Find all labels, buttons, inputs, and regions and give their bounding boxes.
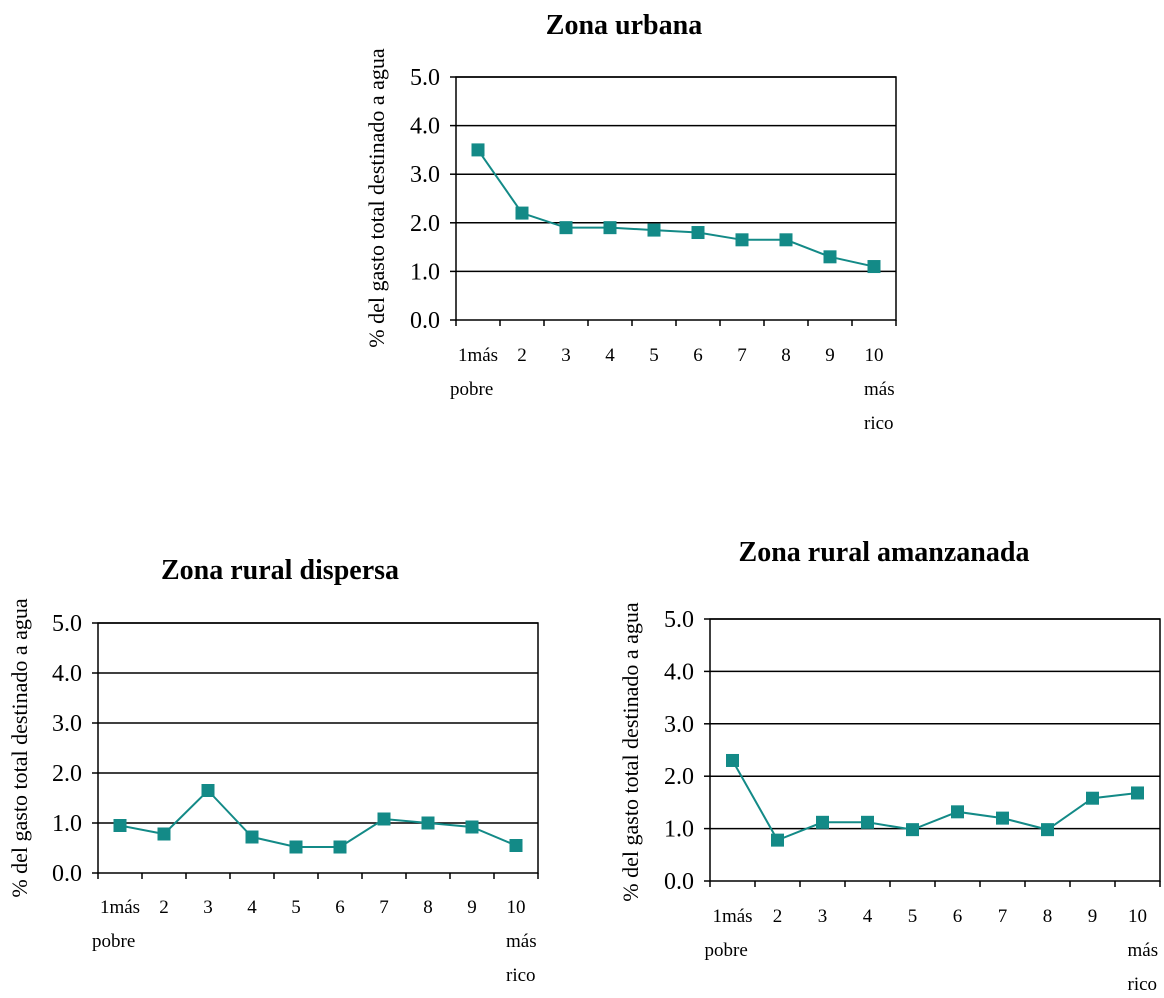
x-tick-label: 2 (773, 906, 783, 927)
plot-area (455, 76, 897, 321)
data-point (691, 226, 705, 240)
data-point (906, 823, 919, 837)
data-point (861, 815, 874, 829)
x-tick-label: 4 (247, 897, 257, 918)
y-tick-label: 3.0 (52, 711, 82, 737)
y-tick-label: 5.0 (410, 65, 440, 91)
y-tick-label: 1.0 (664, 817, 694, 843)
data-point (996, 811, 1009, 825)
y-tick-label: 5.0 (52, 611, 82, 637)
data-point (113, 819, 127, 832)
data-point (1086, 791, 1099, 805)
data-point (515, 206, 529, 220)
data-point (816, 815, 829, 829)
y-tick-label: 5.0 (664, 607, 694, 633)
data-point (157, 827, 171, 841)
x-tick-label: 3 (561, 345, 571, 366)
data-point (559, 221, 573, 235)
y-tick-label: 0.0 (52, 861, 82, 887)
x-tick-label: 4 (863, 906, 873, 927)
data-point (333, 840, 347, 854)
y-tick-label: 4.0 (664, 659, 694, 685)
x-tick-label: 2 (517, 345, 527, 366)
x-tick-label: 8 (1043, 906, 1053, 927)
x-tick-label: 6 (953, 906, 963, 927)
data-point (1041, 823, 1054, 837)
data-point (421, 816, 435, 830)
x-tick-label: 10 más rico (864, 345, 895, 434)
x-tick-label: 8 (781, 345, 791, 366)
x-tick-label: 10 más rico (506, 897, 537, 986)
y-tick-label: 3.0 (410, 162, 440, 188)
x-tick-label: 5 (291, 897, 301, 918)
chart-dispersa: Zona rural dispersa % del gasto total des… (7, 555, 539, 986)
chart-title: Zona rural amanzanada (739, 537, 1030, 568)
x-tick-label: 7 (737, 345, 747, 366)
data-point (509, 839, 523, 852)
chart-urban: Zona urbana % del gasto total destinado a… (364, 10, 897, 434)
x-tick-label: 6 (335, 897, 345, 918)
x-tick-label: 1más pobre (705, 906, 753, 961)
y-tick-label: 0.0 (664, 869, 694, 895)
chart-title: Zona urbana (546, 10, 702, 41)
chart-title: Zona rural dispersa (161, 555, 399, 586)
data-point (245, 830, 259, 844)
data-point (735, 233, 749, 247)
x-tick-label: 3 (818, 906, 828, 927)
y-tick-label: 2.0 (664, 764, 694, 790)
x-tick-label: 1más pobre (92, 897, 140, 952)
chart-amanz: Zona rural amanzanada % del gasto total d… (618, 537, 1161, 995)
series-line (731, 759, 1138, 842)
x-tick-label: 4 (605, 345, 615, 366)
x-tick-label: 7 (998, 906, 1008, 927)
x-tick-label: 5 (649, 345, 659, 366)
data-point (779, 233, 793, 247)
x-tick-label: 9 (467, 897, 477, 918)
data-point (771, 833, 784, 847)
data-point (603, 221, 617, 235)
series-line (477, 149, 875, 268)
y-axis-label: % del gasto total destinado a agua (618, 602, 643, 902)
y-tick-label: 4.0 (410, 114, 440, 140)
y-tick-label: 0.0 (410, 308, 440, 334)
series-line (119, 789, 517, 848)
x-tick-label: 10 más rico (1128, 906, 1159, 995)
y-tick-label: 3.0 (664, 712, 694, 738)
y-tick-label: 2.0 (52, 761, 82, 787)
x-tick-label: 2 (159, 897, 169, 918)
y-axis-label: % del gasto total destinado a agua (364, 48, 389, 348)
data-point (289, 840, 303, 854)
x-tick-label: 6 (693, 345, 703, 366)
y-tick-label: 2.0 (410, 211, 440, 237)
data-point (726, 753, 739, 767)
x-tick-label: 9 (1088, 906, 1098, 927)
data-point (471, 143, 485, 157)
x-tick-label: 9 (825, 345, 835, 366)
data-point (1131, 786, 1144, 800)
y-tick-label: 1.0 (52, 811, 82, 837)
x-tick-label: 7 (379, 897, 389, 918)
x-tick-label: 1más pobre (450, 345, 498, 400)
data-point (377, 812, 391, 826)
y-tick-label: 4.0 (52, 661, 82, 687)
x-tick-label: 5 (908, 906, 918, 927)
y-tick-label: 1.0 (410, 259, 440, 285)
y-axis-label: % del gasto total destinado a agua (7, 598, 32, 898)
data-point (201, 784, 215, 797)
data-point (951, 805, 964, 819)
data-point (823, 250, 837, 264)
data-point (867, 260, 881, 274)
x-tick-label: 3 (203, 897, 213, 918)
x-tick-label: 8 (423, 897, 433, 918)
data-point (647, 223, 661, 237)
data-point (465, 820, 479, 834)
